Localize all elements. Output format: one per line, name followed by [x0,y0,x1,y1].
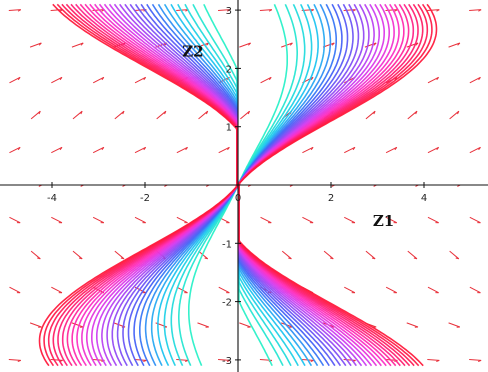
field-arrow [427,358,440,362]
field-arrow [114,250,125,260]
y-tick-label: -2 [222,298,232,309]
x-tick-label: -4 [47,193,57,204]
y-tick-label: 1 [226,123,232,134]
field-arrow [427,146,440,154]
field-arrow [469,146,481,154]
field-arrow [385,146,398,154]
field-arrow [9,146,21,154]
field-arrow [427,76,440,84]
field-arrow [30,250,41,260]
field-arrow [218,286,230,294]
field-arrow [385,286,397,294]
field-arrow [469,76,481,84]
field-arrow [449,110,460,120]
field-arrow [51,286,63,294]
field-arrow [197,322,209,328]
y-tick-label: 2 [226,64,232,75]
field-arrow [365,110,376,120]
field-arrow [92,216,105,224]
field-arrow [8,358,21,362]
field-arrow [51,146,63,154]
field-arrow [427,9,440,12]
field-arrow [176,146,188,154]
field-arrow [9,216,21,224]
field-arrow [343,9,356,12]
field-arrow [50,358,63,362]
x-tick-label: -2 [140,193,150,204]
field-arrow [218,146,230,154]
field-arrow [51,76,63,84]
field-arrow [134,146,147,154]
field-arrow [240,110,251,120]
field-arrow [9,76,21,84]
field-arrow [71,42,84,48]
field-arrow [92,146,105,154]
field-arrow [50,9,63,12]
field-arrow [302,216,314,224]
y-tick-label: -1 [222,239,232,250]
field-arrow [198,110,209,120]
field-arrow [469,9,482,12]
field-arrow [323,250,334,260]
field-arrow [30,110,41,120]
field-arrow [176,358,189,362]
field-arrow [364,42,377,48]
field-arrow [449,250,460,260]
region-label-z2: Z2 [182,43,203,61]
field-arrow [469,216,481,224]
field-arrow [406,322,419,328]
field-arrow [448,42,461,48]
field-arrow [260,76,272,84]
x-tick-label: 4 [421,193,427,204]
field-arrow [281,250,292,260]
field-arrow [469,358,482,362]
field-arrow [344,286,356,294]
field-arrow [51,216,63,224]
x-tick-label: 0 [235,193,241,204]
field-arrow [302,146,314,154]
region-label-z1: Z1 [373,212,394,230]
y-tick-label: 3 [226,6,232,17]
field-arrow [385,9,398,12]
field-arrow [260,216,272,224]
field-arrow [365,250,376,260]
field-arrow [9,286,21,294]
field-arrow [239,42,251,48]
field-arrow [218,358,231,362]
field-arrow [407,110,418,120]
field-arrow [344,146,356,154]
region-labels: Z1 Z2 [182,43,394,230]
field-arrow [427,216,439,224]
field-arrow [72,110,83,120]
field-arrow [92,76,105,84]
x-tick-label: 2 [328,193,334,204]
field-arrow [176,216,188,224]
field-arrow [72,250,83,260]
field-arrow [469,286,481,294]
field-arrow [239,322,251,328]
field-arrow [8,9,22,12]
field-arrow [385,216,398,224]
field-arrow [134,216,146,224]
field-arrow [156,110,167,120]
field-arrow [29,42,42,48]
field-arrow [29,322,42,328]
y-tick-label: -3 [222,356,232,367]
field-arrow [134,76,147,84]
field-arrow [259,9,273,12]
field-arrow [427,286,439,294]
field-arrow [218,9,231,12]
field-arrow [407,250,418,260]
field-arrow [114,110,125,120]
field-arrow [448,322,461,328]
field-arrow [344,216,356,224]
